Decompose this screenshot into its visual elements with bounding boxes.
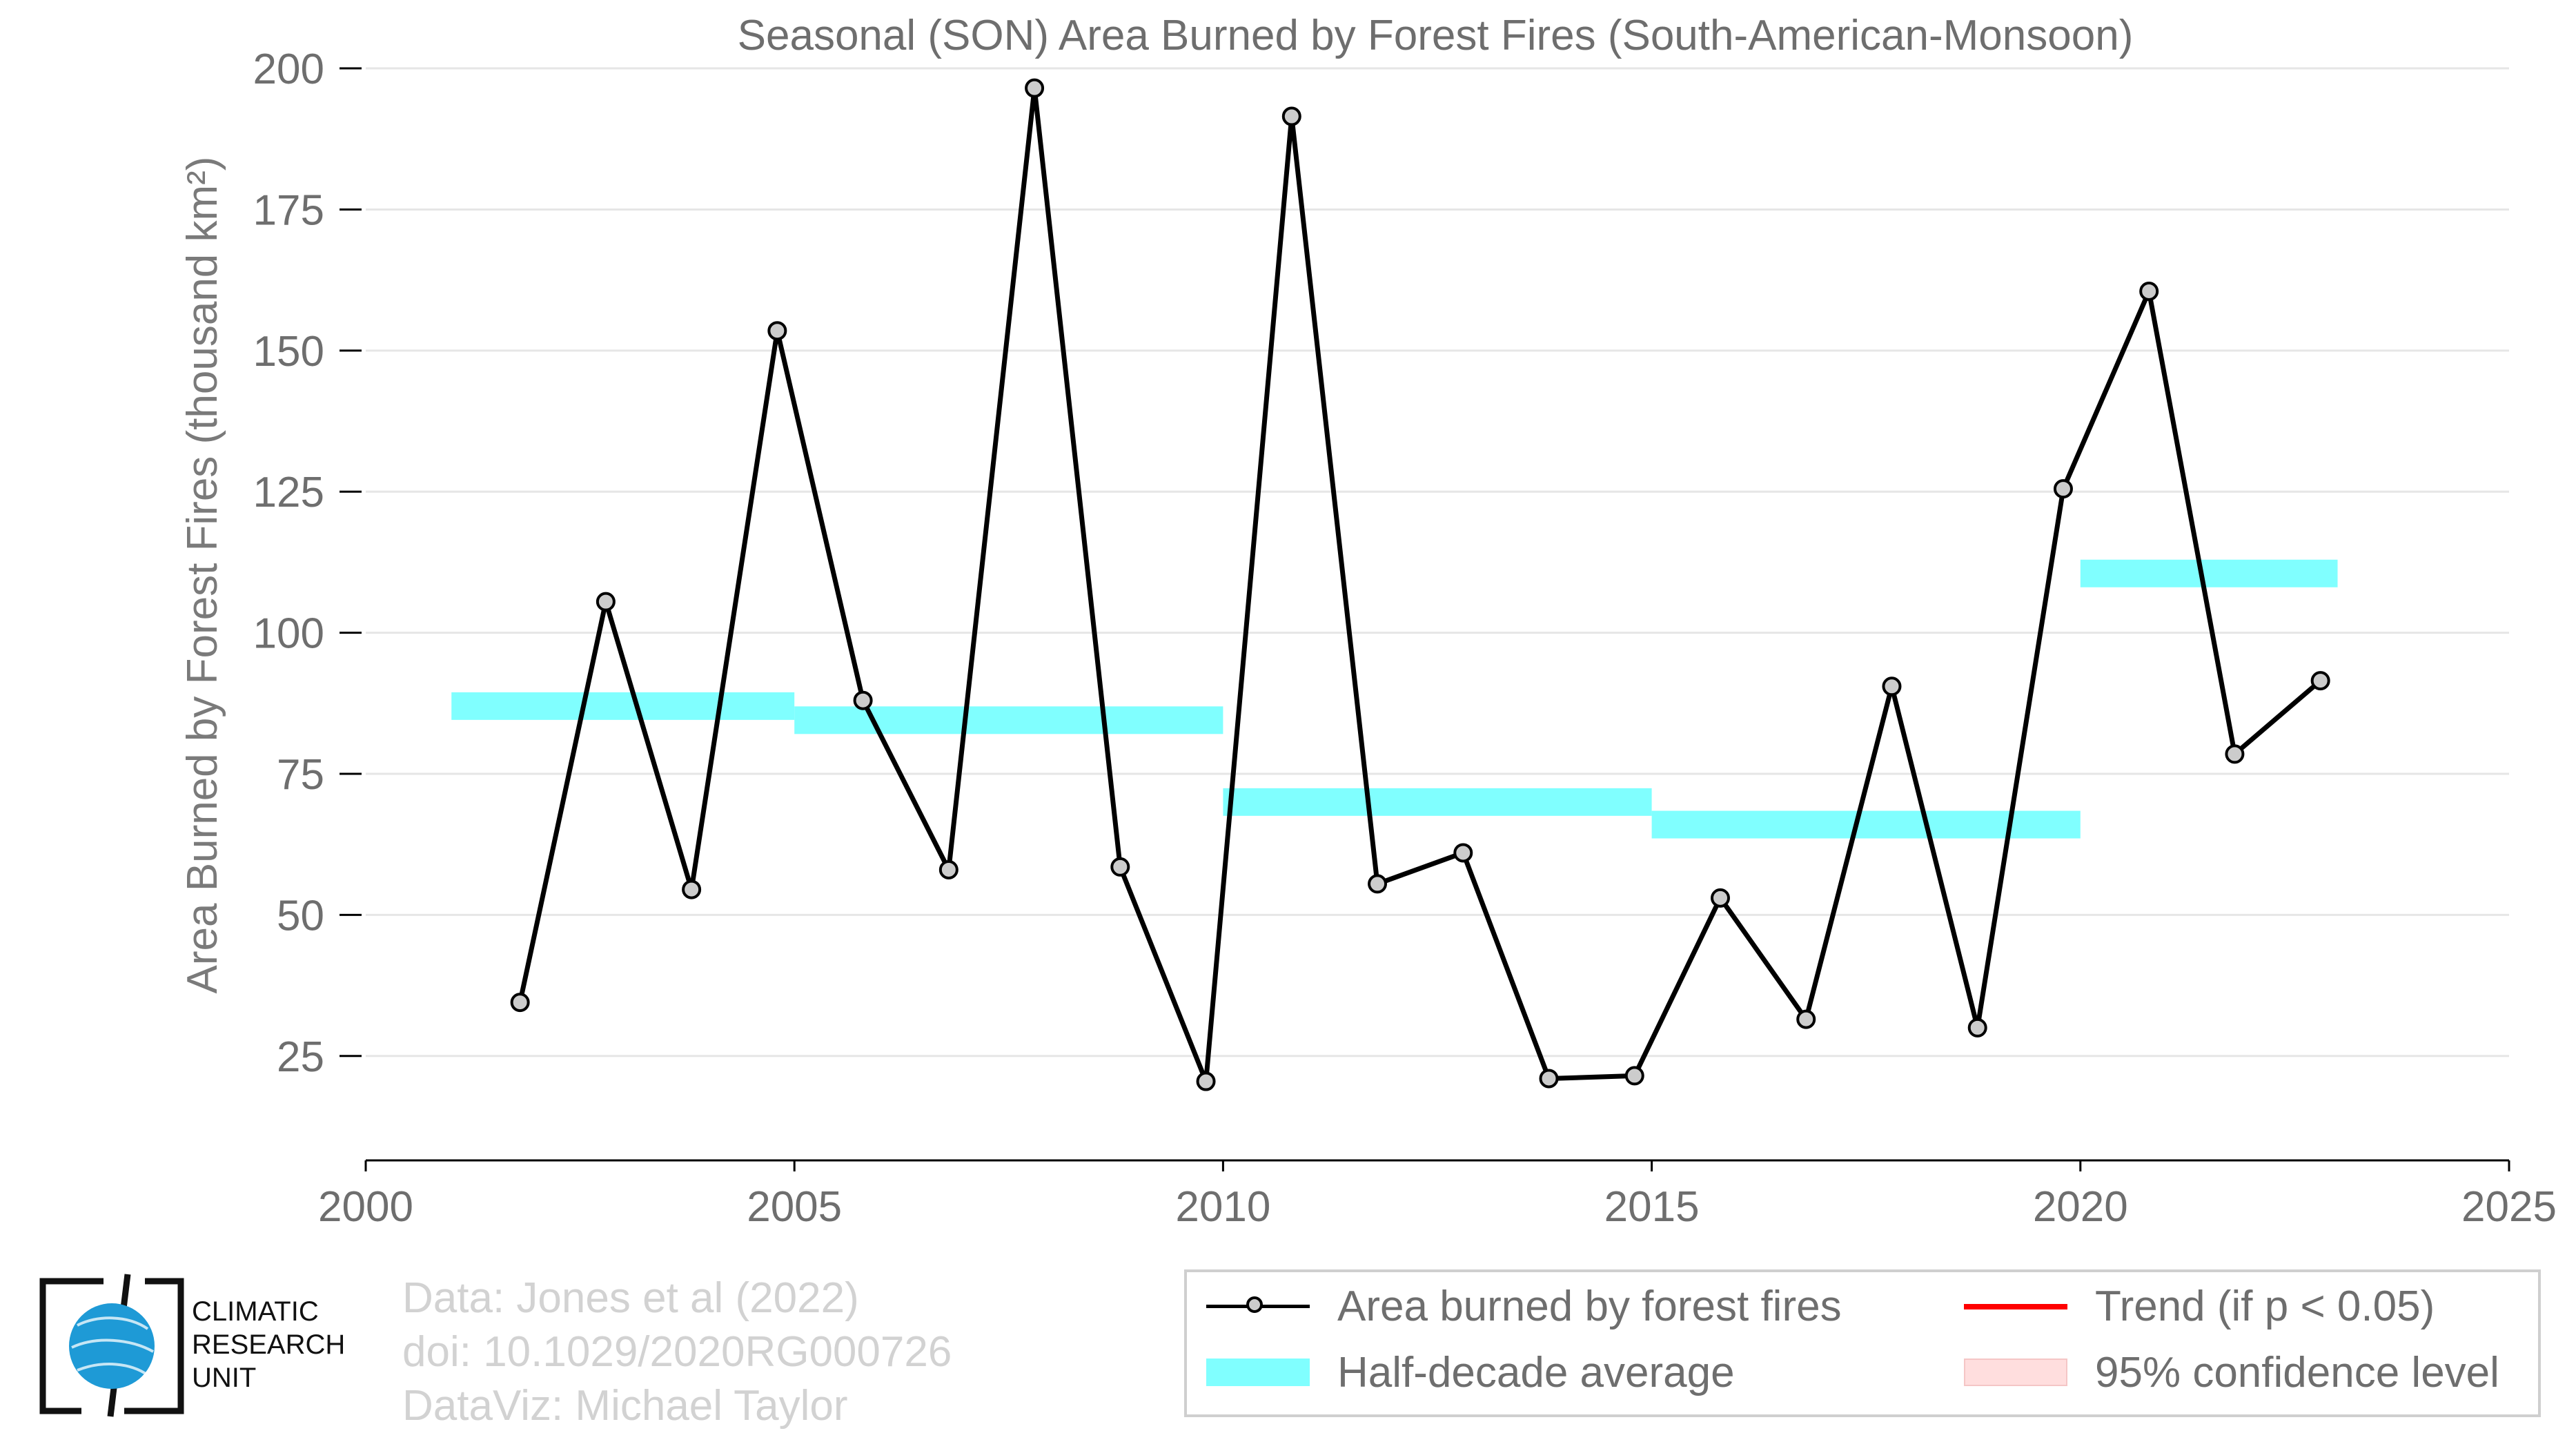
cru-logo xyxy=(39,1274,184,1417)
cru-logo-text: CLIMATIC RESEARCH UNIT xyxy=(192,1295,345,1394)
x-tick-label-2010: 2010 xyxy=(1175,1183,1270,1231)
legend-label-average: Half-decade average xyxy=(1337,1348,1735,1396)
data-point-21 xyxy=(2310,671,2330,691)
cru-line-1: CLIMATIC xyxy=(192,1296,319,1327)
data-point-19 xyxy=(2139,281,2159,301)
y-axis-label: Area Burned by Forest Fires (thousand km… xyxy=(179,157,226,994)
data-point-12 xyxy=(1539,1069,1559,1089)
y-tick-label-125: 125 xyxy=(253,469,324,516)
data-point-5 xyxy=(938,859,958,879)
y-tick-label-200: 200 xyxy=(253,46,324,93)
x-tick-label-2020: 2020 xyxy=(2033,1183,2128,1231)
data-point-7 xyxy=(1110,857,1130,877)
data-point-6 xyxy=(1025,78,1045,98)
x-tick-label-2015: 2015 xyxy=(1604,1183,1700,1231)
legend-label-area: Area burned by forest fires xyxy=(1337,1282,1842,1330)
data-point-11 xyxy=(1453,843,1473,863)
y-tick-label-25: 25 xyxy=(277,1033,324,1081)
legend-line-marker-icon xyxy=(1206,1285,1310,1327)
data-point-10 xyxy=(1368,874,1388,894)
half-decade-bar-4 xyxy=(2080,559,2338,587)
cru-line-3: UNIT xyxy=(192,1363,257,1393)
half-decade-bar-3 xyxy=(1651,810,2081,839)
data-point-17 xyxy=(1967,1017,1987,1038)
data-point-1 xyxy=(596,592,616,612)
legend-item-average: Half-decade average xyxy=(1206,1341,1735,1403)
data-point-2 xyxy=(682,879,702,899)
cru-line-2: RESEARCH xyxy=(192,1330,346,1360)
area-line-series xyxy=(518,86,2322,1084)
y-tick-labels: 25 50 75 100 125 150 175 200 xyxy=(253,46,324,1081)
y-tick-label-50: 50 xyxy=(277,892,324,939)
data-point-9 xyxy=(1281,106,1301,126)
grid-lines xyxy=(340,67,2509,1058)
data-point-15 xyxy=(1796,1009,1816,1029)
data-point-16 xyxy=(1882,676,1902,697)
area-line xyxy=(518,86,2322,1084)
legend-item-area: Area burned by forest fires xyxy=(1206,1275,1842,1337)
legend-item-confidence: 95% confidence level xyxy=(1964,1341,2499,1403)
y-tick-label-75: 75 xyxy=(277,751,324,799)
credit-doi: doi: 10.1029/2020RG000726 xyxy=(402,1328,952,1376)
chart-title: Seasonal (SON) Area Burned by Forest Fir… xyxy=(738,12,2134,59)
data-point-3 xyxy=(767,321,787,341)
credit-data: Data: Jones et al (2022) xyxy=(402,1274,859,1322)
half-decade-bar-0 xyxy=(451,692,795,720)
legend-label-confidence: 95% confidence level xyxy=(2095,1348,2499,1396)
y-tick-label-150: 150 xyxy=(253,328,324,376)
area-points xyxy=(510,78,2330,1091)
data-point-4 xyxy=(853,690,873,710)
legend-trend-line-icon xyxy=(1964,1285,2067,1327)
data-point-8 xyxy=(1196,1071,1216,1091)
legend: Area burned by forest fires Trend (if p … xyxy=(1184,1269,2541,1417)
y-tick-label-175: 175 xyxy=(253,186,324,234)
legend-label-trend: Trend (if p < 0.05) xyxy=(2095,1282,2435,1330)
legend-average-band-icon xyxy=(1206,1352,1310,1393)
credits: Data: Jones et al (2022) doi: 10.1029/20… xyxy=(402,1272,952,1433)
data-point-13 xyxy=(1624,1066,1644,1086)
data-point-18 xyxy=(2053,479,2073,499)
half-decade-bar-1 xyxy=(794,706,1223,734)
legend-confidence-band-icon xyxy=(1964,1352,2067,1393)
y-tick-label-100: 100 xyxy=(253,610,324,658)
x-tick-labels: 2000 2005 2010 2015 2020 2025 xyxy=(318,1160,2557,1231)
legend-item-trend: Trend (if p < 0.05) xyxy=(1964,1275,2435,1337)
x-tick-label-2005: 2005 xyxy=(747,1183,842,1231)
x-tick-label-2000: 2000 xyxy=(318,1183,413,1231)
data-point-0 xyxy=(510,993,530,1013)
data-point-14 xyxy=(1710,888,1730,908)
half-decade-bar-2 xyxy=(1223,788,1652,816)
data-point-20 xyxy=(2225,744,2245,764)
credit-dataviz: DataViz: Michael Taylor xyxy=(402,1382,848,1430)
x-tick-label-2025: 2025 xyxy=(2461,1183,2557,1231)
